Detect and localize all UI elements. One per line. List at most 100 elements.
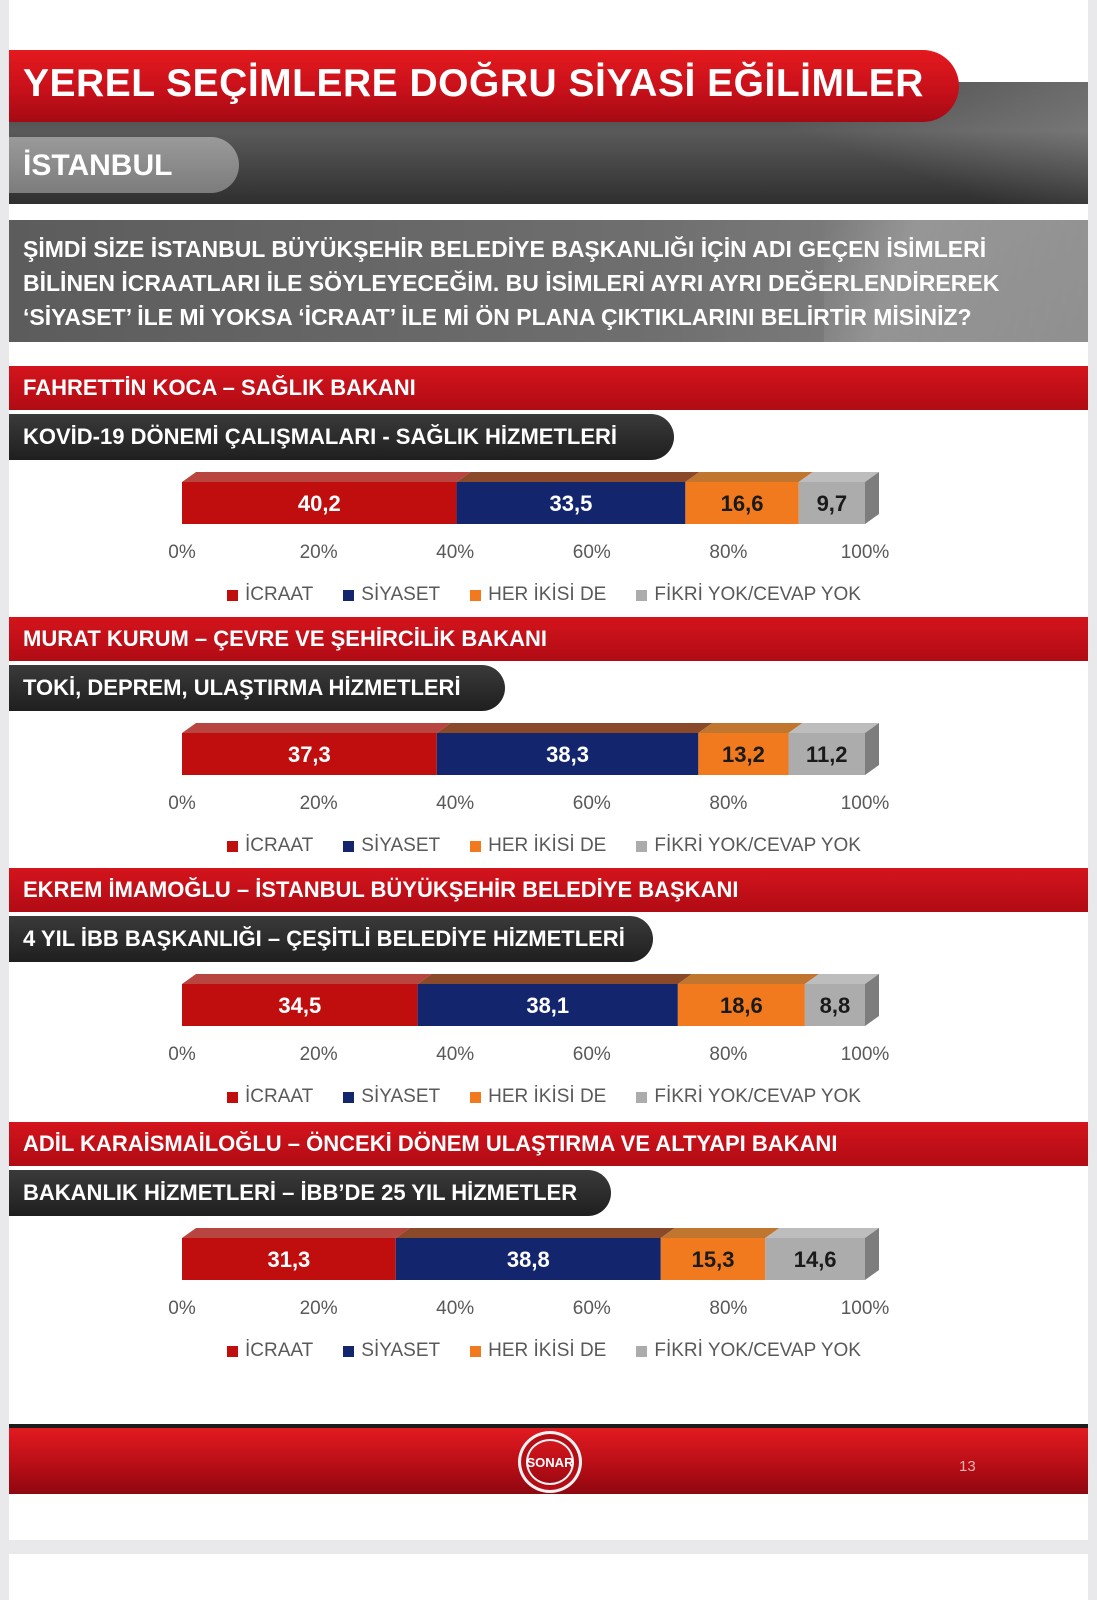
legend-label: HER İKİSİ DE [488, 835, 607, 856]
data-label-siyaset: 38,8 [507, 1247, 550, 1272]
legend-swatch [227, 1091, 238, 1103]
topic-bar: KOVİD-19 DÖNEMİ ÇALIŞMALARI - SAĞLIK HİZ… [9, 414, 674, 460]
topic-label: 4 YIL İBB BAŞKANLIĞI – ÇEŞİTLİ BELEDİYE … [23, 926, 625, 951]
bar-top-siyaset [436, 723, 713, 733]
data-label-fikri-yok: 11,2 [806, 742, 848, 767]
logo-text: SONAR [526, 1455, 574, 1470]
bar-top-her-ikisi-de [685, 472, 813, 482]
x-tick-label: 100% [841, 542, 890, 563]
legend-item-fikri-yok: FİKRİ YOK/CEVAP YOK [636, 1086, 861, 1108]
bar-segment-siyaset [417, 984, 678, 1026]
legend-swatch [470, 1345, 482, 1357]
title-banner: YEREL SEÇİMLERE DOĞRU SİYASİ EĞİLİMLER [9, 50, 959, 122]
data-label-icraat: 34,5 [278, 993, 321, 1018]
person-name: MURAT KURUM – ÇEVRE VE ŞEHİRCİLİK BAKANI [23, 626, 547, 651]
legend: İCRAAT SİYASET HER İKİSİ DE FİKRİ YOK/CEVAP… [227, 583, 891, 607]
bar-top-icraat [182, 472, 471, 482]
bar-top-siyaset [456, 472, 700, 482]
legend-swatch [470, 589, 482, 601]
data-label-siyaset: 33,5 [550, 491, 593, 516]
legend-label: İCRAAT [245, 835, 314, 856]
person-bar: ADİL KARAİSMAİLOĞLU – ÖNCEKİ DÖNEM ULAŞT… [9, 1122, 1088, 1166]
data-label-siyaset: 38,3 [546, 742, 589, 767]
legend-label: SİYASET [361, 835, 441, 856]
legend-swatch [227, 840, 238, 852]
x-tick-label: 20% [300, 1044, 338, 1065]
data-label-her-ikisi-de: 18,6 [720, 993, 763, 1018]
x-tick-label: 0% [168, 542, 196, 563]
legend: İCRAAT SİYASET HER İKİSİ DE FİKRİ YOK/CEVAP… [227, 1085, 891, 1109]
legend-swatch [343, 840, 355, 852]
x-tick-label: 60% [573, 793, 611, 814]
bar-top-her-ikisi-de [677, 974, 819, 984]
stacked-bar-chart: 40,2 33,5 16,6 9,7 0% 20% 40% 60% 80% 100% [168, 472, 890, 563]
data-label-icraat: 40,2 [298, 491, 341, 516]
slide: YEREL SEÇİMLERE DOĞRU SİYASİ EĞİLİMLER İ… [9, 0, 1088, 1540]
legend-item-fikri-yok: FİKRİ YOK/CEVAP YOK [636, 584, 861, 606]
bar-top-her-ikisi-de [698, 723, 803, 733]
legend-item-her-ikisi-de: HER İKİSİ DE [470, 584, 606, 606]
sonar-logo: SONAR [518, 1431, 582, 1493]
legend-swatch [343, 1091, 355, 1103]
person-bar: MURAT KURUM – ÇEVRE VE ŞEHİRCİLİK BAKANI [9, 617, 1088, 661]
section-imamoglu: EKREM İMAMOĞLU – İSTANBUL BÜYÜKŞEHİR BEL… [9, 868, 1088, 1126]
x-tick-label: 40% [436, 1044, 474, 1065]
legend-item-icraat: İCRAAT [227, 1340, 313, 1362]
data-label-fikri-yok: 9,7 [817, 491, 848, 516]
city-pill: İSTANBUL [9, 137, 239, 193]
legend-label: FİKRİ YOK/CEVAP YOK [654, 1340, 861, 1361]
bar-top-fikri-yok [798, 472, 879, 482]
bar-segment-icraat [182, 482, 457, 524]
legend-swatch [636, 1345, 648, 1357]
legend-swatch [470, 1091, 482, 1103]
legend-label: SİYASET [361, 584, 441, 605]
legend: İCRAAT SİYASET HER İKİSİ DE FİKRİ YOK/CEVAP… [227, 1339, 891, 1363]
legend-swatch [227, 1345, 238, 1357]
topic-label: KOVİD-19 DÖNEMİ ÇALIŞMALARI - SAĞLIK HİZ… [23, 424, 617, 449]
bar-top-her-ikisi-de [660, 1228, 780, 1238]
x-tick-label: 60% [573, 1044, 611, 1065]
legend-label: İCRAAT [245, 584, 314, 605]
data-label-siyaset: 38,1 [526, 993, 569, 1018]
x-tick-label: 20% [300, 1298, 338, 1319]
section-karaismailoglu: ADİL KARAİSMAİLOĞLU – ÖNCEKİ DÖNEM ULAŞT… [9, 1122, 1088, 1380]
next-page-edge [9, 1554, 1088, 1600]
legend-label: İCRAAT [245, 1340, 314, 1361]
data-label-fikri-yok: 8,8 [820, 993, 851, 1018]
bar-top-siyaset [417, 974, 692, 984]
x-tick-label: 100% [841, 1044, 890, 1065]
bar-segment-icraat [182, 1238, 396, 1280]
legend-label: İCRAAT [245, 1086, 314, 1107]
bar-segment-her-ikisi-de [698, 733, 789, 775]
x-tick-label: 80% [709, 793, 747, 814]
bar-top-siyaset [395, 1228, 675, 1238]
person-bar: FAHRETTİN KOCA – SAĞLIK BAKANI [9, 366, 1088, 410]
legend-label: SİYASET [361, 1340, 441, 1361]
x-tick-label: 20% [300, 542, 338, 563]
x-tick-label: 40% [436, 793, 474, 814]
x-tick-label: 0% [168, 1298, 196, 1319]
legend-item-siyaset: SİYASET [343, 1086, 440, 1108]
footer-divider [9, 1424, 1088, 1428]
legend-swatch [470, 840, 482, 852]
bar-side-face [865, 1228, 879, 1280]
bar-segment-her-ikisi-de [660, 1238, 766, 1280]
legend-item-siyaset: SİYASET [343, 1340, 440, 1362]
topic-label: TOKİ, DEPREM, ULAŞTIRMA HİZMETLERİ [23, 675, 461, 700]
legend-item-her-ikisi-de: HER İKİSİ DE [470, 835, 606, 857]
x-tick-label: 0% [168, 1044, 196, 1065]
topic-bar: BAKANLIK HİZMETLERİ – İBB’DE 25 YIL HİZM… [9, 1170, 611, 1216]
x-tick-label: 40% [436, 1298, 474, 1319]
bar-segment-siyaset [436, 733, 699, 775]
x-tick-label: 20% [300, 793, 338, 814]
legend: İCRAAT SİYASET HER İKİSİ DE FİKRİ YOK/CEVAP… [227, 834, 891, 858]
city-label: İSTANBUL [23, 149, 173, 182]
bar-top-fikri-yok [765, 1228, 879, 1238]
x-tick-label: 80% [709, 542, 747, 563]
x-tick-label: 60% [573, 1298, 611, 1319]
stacked-bar-chart: 31,3 38,8 15,3 14,6 0% 20% 40% 60% 80% 100% [168, 1228, 889, 1319]
legend-swatch [343, 1345, 355, 1357]
bar-side-face [865, 974, 879, 1026]
legend-swatch [227, 589, 238, 601]
legend-label: FİKRİ YOK/CEVAP YOK [654, 835, 861, 856]
